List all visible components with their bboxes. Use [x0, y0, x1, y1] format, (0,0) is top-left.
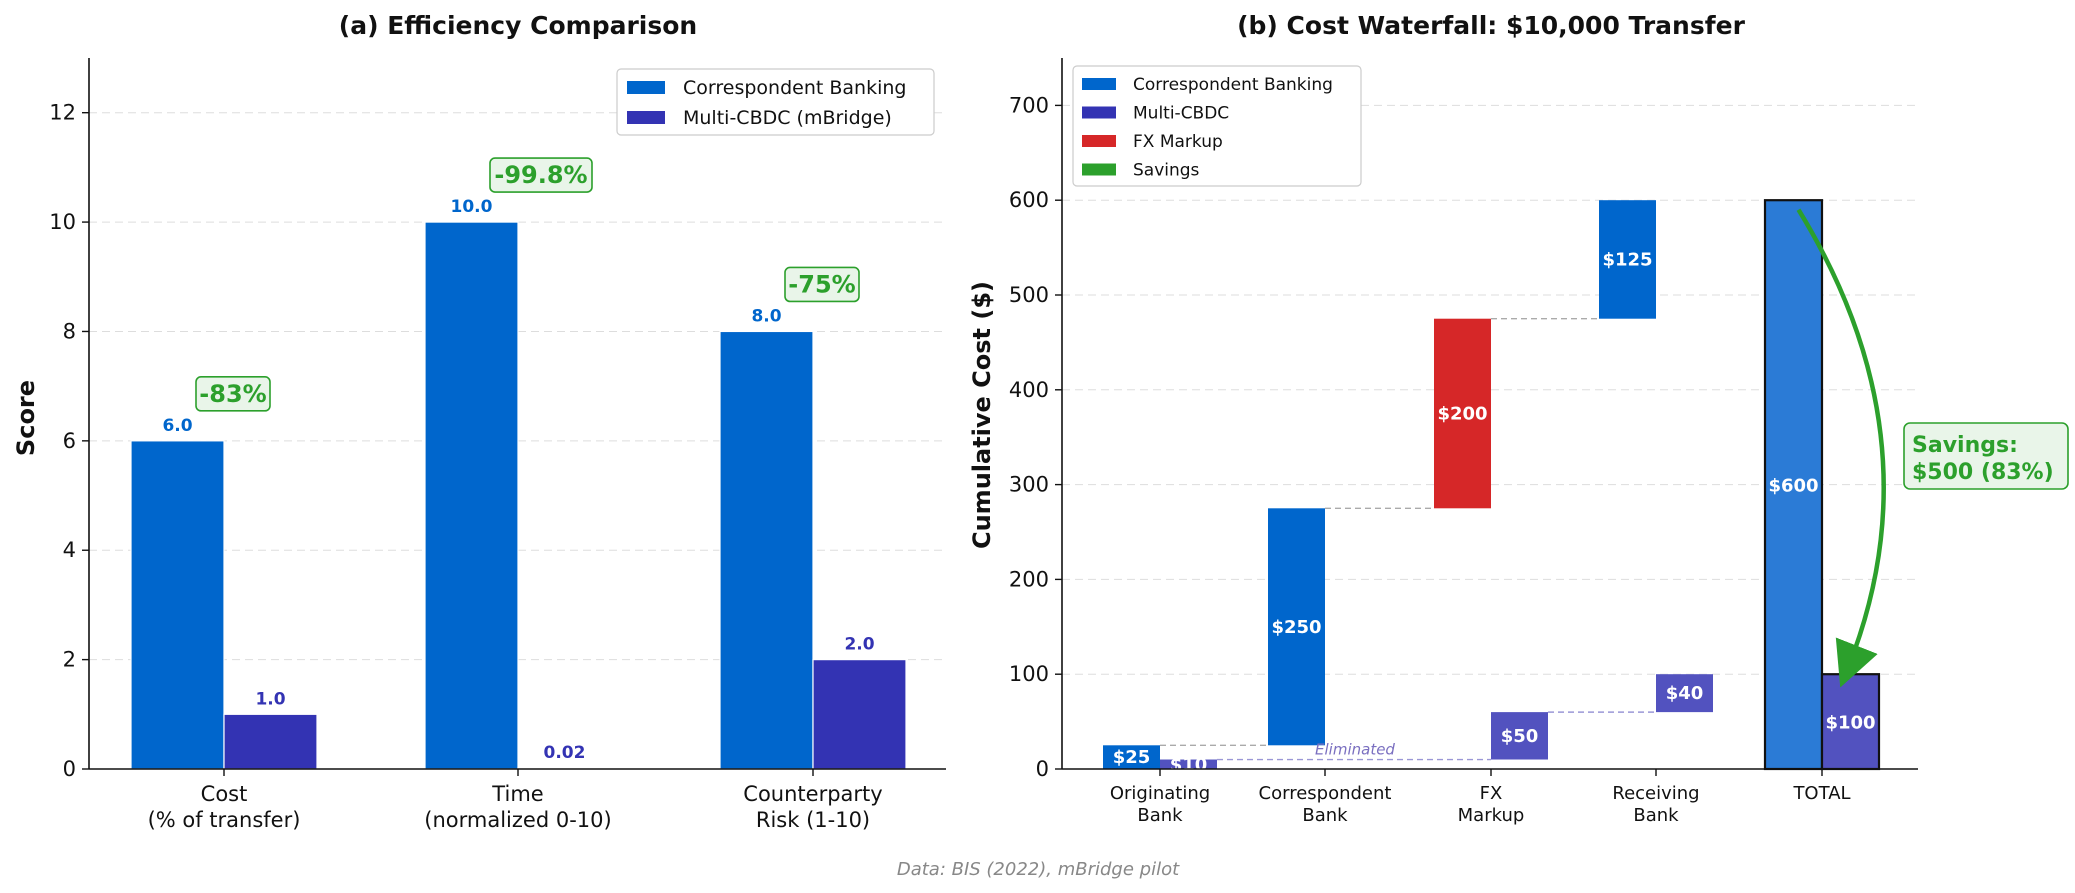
- y-tick-label: 600: [1009, 188, 1049, 212]
- reduction-badge: -83%: [195, 376, 271, 412]
- total-cbdc-bar: [1820, 673, 1881, 771]
- legend-swatch: [1082, 163, 1116, 176]
- correspondent-bar: [130, 440, 225, 770]
- legend-label: Correspondent Banking: [1133, 75, 1333, 95]
- y-tick-label: 8: [63, 319, 76, 343]
- bar-value-label: 6.0: [162, 416, 192, 436]
- savings-amount: $500 (83%): [1912, 460, 2054, 485]
- reduction-badge: -99.8%: [489, 157, 593, 193]
- reduction-badge-text: -75%: [788, 270, 855, 298]
- reduction-badge-text: -99.8%: [494, 161, 587, 189]
- chart-a-x-ticks: Cost (% of transfer) Time (normalized 0-10)…: [148, 769, 883, 832]
- correspondent-step-bar: [1103, 745, 1160, 769]
- y-tick-label: 700: [1009, 93, 1049, 117]
- chart-a-title: (a) Efficiency Comparison: [339, 11, 697, 40]
- y-tick-label: 500: [1009, 283, 1049, 307]
- bar-value-label: 2.0: [844, 635, 874, 655]
- reduction-badge-box: [784, 266, 860, 303]
- legend-swatch: [627, 81, 665, 94]
- step-value-label: $40: [1666, 683, 1704, 704]
- legend-box: [616, 68, 935, 136]
- chart-a-bars: 6.0 1.0 -83% 10.0 0.02 -99.8% 8.0 2.0 -75%: [130, 157, 907, 770]
- reduction-badge: -75%: [784, 266, 860, 303]
- y-tick-label: 200: [1009, 567, 1049, 591]
- legend-label: Savings: [1133, 161, 1200, 181]
- correspondent-bar: [719, 330, 814, 770]
- x-tick-label: Correspondent Bank: [1259, 783, 1392, 826]
- savings-arrow: [1796, 208, 1886, 688]
- x-tick-label: TOTAL: [1792, 783, 1850, 804]
- chart-b-y-ticks: 0 100 200 300 400 500 600 700: [1009, 93, 1062, 781]
- y-tick-label: 2: [63, 648, 76, 672]
- chart-b-legend: Correspondent Banking Multi-CBDC FX Markup…: [1072, 65, 1362, 187]
- y-tick-label: 300: [1009, 473, 1049, 497]
- fx-markup-bar: [1434, 318, 1491, 509]
- cbdc-bar: [223, 713, 318, 770]
- chart-b-title: (b) Cost Waterfall: $10,000 Transfer: [1237, 11, 1745, 40]
- bar-value-label: 8.0: [751, 306, 781, 326]
- y-tick-label: 0: [63, 757, 76, 781]
- legend-label: Multi-CBDC: [1133, 104, 1229, 124]
- x-tick-label: Receiving Bank: [1612, 783, 1699, 826]
- y-tick-label: 6: [63, 429, 76, 453]
- chart-b-x-ticks: Originating Bank Correspondent Bank FX Markup…: [1110, 769, 1851, 826]
- total-cbdc-label: $100: [1825, 713, 1875, 734]
- y-tick-label: 12: [49, 101, 76, 125]
- step-value-label: $125: [1602, 249, 1652, 270]
- y-tick-label: 4: [63, 538, 76, 562]
- eliminated-label: Eliminated: [1315, 741, 1395, 759]
- legend-swatch: [1082, 135, 1116, 147]
- chart-b-bars: $25 $250 $200 $125 $10 $50 $40 Eliminated $600 $1…: [1103, 199, 1881, 775]
- x-tick-label: Time (normalized 0-10): [424, 782, 611, 832]
- reduction-badge-box: [195, 376, 271, 412]
- chart-a-y-ticks: 0 2 4 6 8 10 12: [49, 101, 89, 781]
- legend-swatch: [627, 111, 665, 124]
- step-value-label: $200: [1437, 404, 1487, 425]
- total-correspondent-bar: [1763, 199, 1824, 771]
- cbdc-step-bar: [1656, 674, 1713, 713]
- correspondent-bar: [424, 221, 519, 770]
- y-tick-label: 100: [1009, 662, 1049, 686]
- savings-title: Savings:: [1912, 433, 2018, 458]
- bar-value-label: 1.0: [255, 689, 285, 709]
- efficiency-comparison-chart: (a) Efficiency Comparison 6.0 1.0 -83% 10.0…: [12, 11, 946, 832]
- step-value-label: $50: [1501, 726, 1539, 747]
- legend-swatch: [1082, 78, 1116, 90]
- legend-label: FX Markup: [1133, 132, 1223, 152]
- x-tick-label: Originating Bank: [1110, 783, 1210, 826]
- y-tick-label: 0: [1036, 757, 1049, 781]
- step-value-label: $250: [1271, 617, 1321, 638]
- reduction-badge-box: [489, 157, 593, 193]
- x-tick-label: Cost (% of transfer): [148, 782, 301, 832]
- step-value-label: $25: [1113, 747, 1151, 768]
- correspondent-step-bar: [1599, 200, 1656, 319]
- step-value-label: $10: [1170, 754, 1208, 775]
- chart-b-y-label: Cumulative Cost ($): [968, 281, 996, 549]
- total-correspondent-label: $600: [1768, 476, 1818, 497]
- bar-value-label: 0.02: [544, 743, 586, 763]
- cbdc-step-bar: [1160, 759, 1217, 769]
- legend-swatch: [1082, 106, 1116, 119]
- bar-value-label: 10.0: [451, 197, 493, 217]
- legend-label: Correspondent Banking: [683, 77, 906, 99]
- chart-a-legend: Correspondent Banking Multi-CBDC (mBridge…: [616, 68, 935, 136]
- y-tick-label: 400: [1009, 378, 1049, 402]
- data-source-footer: Data: BIS (2022), mBridge pilot: [897, 859, 1180, 880]
- legend-label: Multi-CBDC (mBridge): [683, 107, 892, 129]
- cost-waterfall-chart: (b) Cost Waterfall: $10,000 Transfer $25…: [968, 11, 2069, 826]
- reduction-badge-text: -83%: [199, 380, 266, 408]
- savings-box: [1903, 422, 2069, 490]
- x-tick-label: FX Markup: [1458, 783, 1525, 826]
- x-tick-label: Counterparty Risk (1-10): [743, 782, 882, 832]
- correspondent-step-bar: [1268, 508, 1325, 746]
- savings-annotation: Savings:$500 (83%): [1796, 208, 2069, 688]
- legend-box: [1072, 65, 1362, 187]
- y-tick-label: 10: [49, 210, 76, 234]
- cbdc-bar: [812, 659, 907, 770]
- cbdc-step-bar: [1491, 712, 1548, 760]
- chart-a-y-label: Score: [12, 380, 40, 456]
- chart-b-connectors: [1160, 318, 1656, 761]
